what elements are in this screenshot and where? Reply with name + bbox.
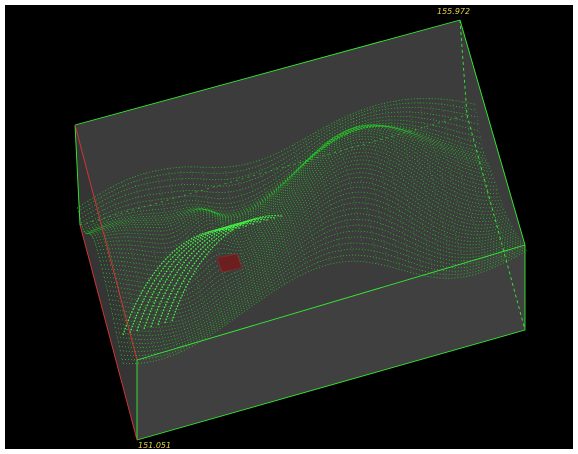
mesh-row-line bbox=[101, 151, 504, 277]
mesh-row-line bbox=[119, 242, 524, 353]
bounding-box-scene[interactable]: 155.972 151.051 bbox=[5, 5, 573, 449]
mesh-column-line bbox=[133, 176, 182, 353]
mesh-row-line bbox=[76, 97, 476, 209]
mesh-column-line bbox=[383, 103, 436, 278]
mesh-column-line bbox=[99, 193, 147, 363]
bottom-coordinate-label: 151.051 bbox=[138, 441, 171, 449]
mesh-row-line bbox=[120, 246, 525, 357]
mesh-row-line bbox=[79, 111, 479, 220]
mesh-row-line bbox=[80, 115, 480, 224]
mesh-row-line bbox=[121, 248, 527, 361]
mesh-column-line bbox=[326, 125, 378, 264]
mesh-row-line bbox=[95, 133, 497, 249]
mesh-column-line bbox=[144, 173, 193, 347]
mesh-highlight-streak bbox=[164, 217, 276, 324]
box-edge-hidden-left bbox=[79, 114, 468, 226]
mesh-column-line bbox=[76, 207, 124, 364]
mesh-row-line bbox=[102, 155, 505, 282]
box-edge-bottom-front bbox=[136, 329, 526, 441]
mesh-row-line bbox=[77, 102, 477, 212]
mesh-row-line bbox=[118, 236, 523, 349]
mesh-row-line bbox=[122, 250, 528, 365]
mesh-column-line bbox=[281, 150, 332, 264]
top-coordinate-label: 155.972 bbox=[437, 7, 470, 16]
mesh-row-line bbox=[96, 135, 498, 254]
mesh-row-line bbox=[78, 106, 478, 216]
mesh-column-line bbox=[395, 100, 447, 279]
3d-viewport[interactable]: 155.972 151.051 bbox=[5, 5, 573, 449]
bounding-box-edges bbox=[74, 19, 526, 441]
mesh-row-line bbox=[90, 124, 491, 236]
mesh-highlight-streak bbox=[129, 227, 241, 334]
mesh-row-line bbox=[116, 224, 521, 340]
mesh-column-line bbox=[474, 104, 528, 251]
mesh-row-line bbox=[115, 218, 520, 336]
box-edge-top-front bbox=[136, 244, 526, 361]
mesh-column-line bbox=[292, 144, 343, 262]
box-edge-axis-bottom bbox=[79, 224, 138, 441]
mesh-row-line bbox=[94, 130, 496, 245]
selection-marker[interactable] bbox=[216, 253, 243, 273]
terrain-surface-mesh bbox=[76, 97, 528, 365]
mesh-row-line bbox=[109, 186, 513, 312]
mesh-highlight-streak bbox=[150, 221, 262, 328]
mesh-column-line bbox=[201, 167, 251, 308]
mesh-row-line bbox=[106, 172, 510, 299]
mesh-row-line bbox=[86, 125, 487, 235]
box-front-face bbox=[137, 245, 525, 440]
mesh-highlight-streak bbox=[136, 225, 248, 332]
box-edge-hidden-top bbox=[459, 19, 468, 116]
mesh-row-line bbox=[113, 207, 517, 328]
box-edge-hidden-right bbox=[466, 114, 526, 331]
mesh-column-line bbox=[372, 106, 424, 276]
mesh-column-line bbox=[156, 170, 205, 340]
box-edge-right-back bbox=[459, 19, 526, 246]
mesh-highlight-streak bbox=[157, 219, 269, 326]
mesh-column-line bbox=[406, 99, 459, 278]
mesh-column-line bbox=[258, 160, 309, 272]
box-edge-left-back bbox=[74, 124, 81, 226]
mesh-row-line bbox=[98, 141, 500, 263]
mesh-row-line bbox=[82, 122, 482, 230]
mesh-row-line bbox=[81, 119, 481, 227]
mesh-column-line bbox=[338, 119, 389, 267]
mesh-highlight-streak bbox=[122, 229, 234, 336]
mesh-column-line bbox=[304, 138, 355, 262]
mesh-highlight-streak bbox=[143, 223, 255, 330]
box-bottom-face bbox=[75, 125, 137, 440]
mesh-column-line bbox=[417, 98, 470, 276]
mesh-row-line bbox=[97, 138, 499, 258]
mesh-row-line bbox=[84, 125, 485, 234]
mesh-column-line bbox=[190, 166, 239, 316]
box-edge-top-back bbox=[74, 19, 461, 126]
mesh-column-line bbox=[178, 167, 228, 325]
mesh-highlight-streak bbox=[171, 215, 283, 322]
box-edge-axis-left bbox=[74, 124, 138, 361]
